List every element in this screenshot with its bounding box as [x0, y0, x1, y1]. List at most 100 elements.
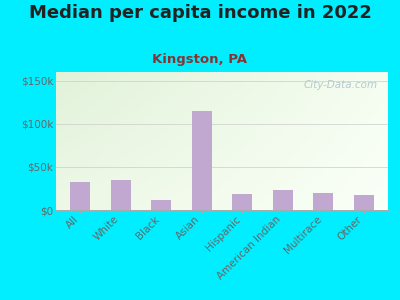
Bar: [66, 93, 69, 94]
Bar: [292, 123, 295, 124]
Bar: [82, 176, 86, 177]
Bar: [335, 112, 338, 113]
Bar: [362, 77, 365, 79]
Bar: [358, 173, 362, 174]
Bar: [295, 77, 298, 79]
Bar: [262, 88, 265, 90]
Bar: [235, 152, 238, 153]
Bar: [375, 169, 378, 170]
Bar: [126, 113, 129, 115]
Bar: [109, 202, 112, 203]
Bar: [342, 198, 345, 199]
Bar: [156, 195, 159, 196]
Bar: [136, 196, 139, 198]
Bar: [371, 156, 375, 158]
Bar: [342, 142, 345, 144]
Bar: [182, 145, 186, 146]
Bar: [189, 75, 192, 76]
Bar: [308, 122, 312, 123]
Bar: [352, 116, 355, 118]
Bar: [225, 93, 229, 94]
Bar: [73, 189, 76, 191]
Bar: [139, 205, 142, 206]
Bar: [272, 191, 275, 192]
Bar: [159, 79, 162, 80]
Bar: [66, 91, 69, 93]
Bar: [212, 146, 215, 148]
Bar: [365, 122, 368, 123]
Bar: [268, 83, 272, 84]
Bar: [278, 195, 282, 196]
Bar: [362, 93, 365, 94]
Bar: [268, 142, 272, 144]
Bar: [245, 112, 248, 113]
Bar: [132, 86, 136, 87]
Bar: [258, 176, 262, 177]
Bar: [172, 80, 176, 82]
Bar: [129, 93, 132, 94]
Bar: [272, 76, 275, 77]
Bar: [308, 87, 312, 88]
Bar: [156, 142, 159, 144]
Bar: [139, 109, 142, 111]
Bar: [285, 203, 288, 205]
Bar: [355, 176, 358, 177]
Bar: [312, 200, 315, 202]
Bar: [189, 149, 192, 151]
Bar: [252, 158, 255, 159]
Bar: [146, 142, 149, 144]
Bar: [328, 158, 332, 159]
Bar: [136, 76, 139, 77]
Bar: [278, 167, 282, 169]
Bar: [332, 160, 335, 162]
Bar: [63, 185, 66, 187]
Bar: [56, 112, 59, 113]
Bar: [375, 206, 378, 207]
Bar: [371, 184, 375, 185]
Bar: [282, 181, 285, 182]
Bar: [315, 105, 318, 106]
Bar: [282, 153, 285, 155]
Bar: [308, 115, 312, 116]
Bar: [282, 184, 285, 185]
Bar: [242, 171, 245, 173]
Bar: [109, 88, 112, 90]
Bar: [142, 142, 146, 144]
Bar: [325, 111, 328, 112]
Bar: [116, 185, 119, 187]
Bar: [215, 167, 219, 169]
Bar: [86, 145, 89, 146]
Bar: [385, 167, 388, 169]
Bar: [215, 160, 219, 162]
Bar: [265, 127, 268, 129]
Bar: [142, 74, 146, 75]
Bar: [252, 137, 255, 138]
Bar: [368, 149, 371, 151]
Bar: [209, 182, 212, 184]
Bar: [129, 182, 132, 184]
Bar: [136, 188, 139, 189]
Bar: [162, 156, 166, 158]
Bar: [169, 176, 172, 177]
Bar: [288, 75, 292, 76]
Bar: [199, 202, 202, 203]
Bar: [206, 184, 209, 185]
Bar: [232, 195, 235, 196]
Bar: [73, 83, 76, 84]
Bar: [338, 141, 342, 142]
Bar: [112, 155, 116, 156]
Bar: [69, 170, 73, 171]
Bar: [69, 106, 73, 108]
Bar: [252, 141, 255, 142]
Bar: [119, 112, 122, 113]
Bar: [82, 145, 86, 146]
Bar: [142, 137, 146, 138]
Bar: [255, 136, 258, 137]
Bar: [288, 159, 292, 160]
Bar: [325, 145, 328, 146]
Bar: [302, 171, 305, 173]
Bar: [288, 119, 292, 120]
Bar: [212, 74, 215, 75]
Bar: [82, 198, 86, 199]
Bar: [275, 83, 278, 84]
